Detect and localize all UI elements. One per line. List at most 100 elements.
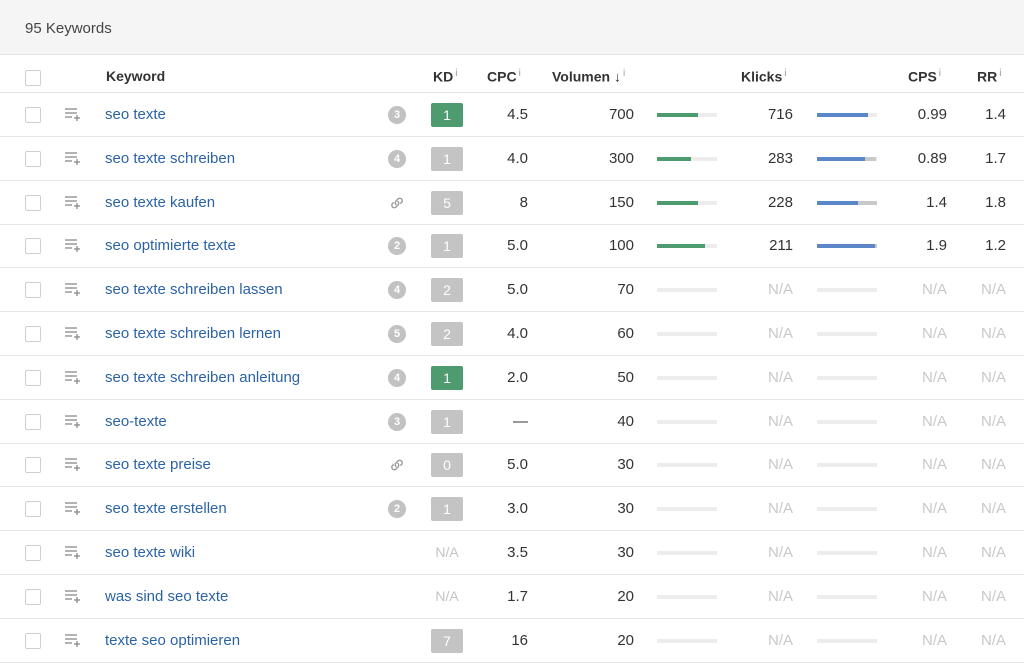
info-icon[interactable]: i (999, 68, 1002, 79)
cps-value: N/A (921, 325, 947, 342)
rr-value: N/A (980, 325, 1006, 342)
column-rr[interactable]: RR i (977, 68, 1002, 85)
clicks-bar-paid (865, 156, 876, 161)
add-to-list-icon[interactable] (64, 107, 82, 121)
serp-features-badge[interactable]: 2 (388, 237, 406, 256)
rr-value: N/A (980, 500, 1006, 518)
kd-badge: 2 (431, 322, 463, 346)
row-checkbox[interactable] (25, 545, 41, 561)
column-volume[interactable]: Volumen ↓ i (552, 68, 626, 85)
volume-bar (657, 332, 717, 336)
select-all-checkbox[interactable] (25, 70, 41, 86)
keyword-link[interactable]: texte seo optimieren (105, 631, 241, 649)
row-checkbox[interactable] (25, 413, 41, 430)
rr-value: N/A (980, 631, 1006, 649)
row-checkbox[interactable] (25, 457, 41, 474)
cpc-value: 1.7 (507, 587, 528, 605)
kd-value: N/A (435, 587, 459, 604)
clicks-value: N/A (767, 587, 793, 605)
info-icon[interactable]: i (455, 68, 458, 79)
keyword-link[interactable]: seo texte schreiben anleitung (105, 368, 301, 386)
volume-bar (657, 375, 717, 380)
add-to-list-icon[interactable] (64, 326, 82, 340)
clicks-bar (817, 594, 877, 599)
add-to-list-icon[interactable] (64, 282, 82, 297)
table-row: texte seo optimieren 7 16 20 N/A N/A N/A (0, 619, 1024, 663)
serp-features-badge[interactable]: 2 (388, 500, 406, 519)
keyword-link[interactable]: seo texte kaufen (105, 193, 216, 211)
row-checkbox[interactable] (25, 150, 41, 167)
info-icon[interactable]: i (622, 68, 626, 79)
cpc-value: 2.0 (507, 368, 528, 386)
keyword-link[interactable]: seo texte wiki (105, 544, 196, 561)
column-cps[interactable]: CPS i (908, 68, 942, 85)
link-icon[interactable] (389, 457, 405, 473)
cpc-value: 8 (519, 193, 528, 211)
kd-badge: 1 (431, 409, 463, 434)
add-to-list-icon[interactable] (64, 238, 82, 253)
kd-value: N/A (435, 544, 459, 560)
serp-features-badge[interactable]: 4 (388, 281, 406, 300)
row-checkbox[interactable] (25, 632, 41, 649)
add-to-list-icon[interactable] (64, 195, 82, 209)
keyword-link[interactable]: seo texte erstellen (105, 500, 227, 518)
keyword-link[interactable]: seo texte preise (105, 456, 211, 474)
column-clicks[interactable]: Klicks i (741, 68, 787, 85)
volume-value: 70 (617, 281, 634, 299)
add-to-list-icon[interactable] (64, 414, 82, 428)
volume-value: 50 (617, 368, 634, 386)
serp-features-badge[interactable]: 3 (388, 106, 406, 124)
serp-features-badge[interactable]: 4 (388, 368, 406, 387)
row-checkbox[interactable] (25, 588, 41, 605)
cpc-value: 5.0 (507, 281, 528, 299)
row-checkbox[interactable] (25, 501, 41, 518)
clicks-bar (817, 156, 877, 161)
row-checkbox[interactable] (25, 282, 41, 299)
cpc-value: 5.0 (507, 237, 528, 255)
cps-value: N/A (921, 281, 947, 299)
kd-badge: 1 (431, 146, 463, 171)
info-icon[interactable]: i (518, 68, 521, 79)
add-to-list-icon[interactable] (64, 633, 82, 647)
rr-value: N/A (980, 368, 1006, 386)
keyword-link[interactable]: seo texte schreiben (105, 149, 236, 167)
row-checkbox[interactable] (25, 326, 41, 342)
serp-features-badge[interactable]: 3 (388, 412, 406, 431)
volume-bar (657, 638, 717, 643)
kd-badge: 2 (431, 278, 463, 303)
add-to-list-icon[interactable] (64, 151, 82, 165)
clicks-bar (817, 244, 877, 249)
keyword-link[interactable]: was sind seo texte (105, 587, 229, 605)
column-kd[interactable]: KD i (433, 68, 458, 85)
info-icon[interactable]: i (938, 68, 942, 79)
info-icon[interactable]: i (784, 68, 787, 79)
link-icon[interactable] (389, 195, 405, 211)
cps-value: 0.89 (917, 149, 947, 167)
cps-value: N/A (921, 631, 947, 649)
serp-features-badge[interactable]: 5 (388, 325, 406, 343)
kd-badge: 0 (431, 453, 463, 478)
clicks-bar (817, 113, 877, 117)
row-checkbox[interactable] (25, 107, 41, 123)
clicks-bar (817, 419, 877, 424)
row-checkbox[interactable] (25, 238, 41, 255)
keyword-link[interactable]: seo texte schreiben lernen (105, 325, 281, 342)
column-keyword[interactable]: Keyword (106, 68, 166, 84)
add-to-list-icon[interactable] (64, 370, 82, 384)
keyword-link[interactable]: seo texte schreiben lassen (105, 281, 283, 299)
table-row: seo texte schreiben 4 1 4.0 300 283 0.89 1.7 (0, 137, 1024, 181)
volume-value: 60 (617, 325, 634, 342)
column-cpc[interactable]: CPC i (487, 68, 521, 85)
keyword-link[interactable]: seo-texte (105, 412, 167, 430)
add-to-list-icon[interactable] (64, 501, 82, 516)
serp-features-badge[interactable]: 4 (388, 149, 406, 168)
keyword-link[interactable]: seo optimierte texte (105, 237, 236, 255)
row-checkbox[interactable] (25, 369, 41, 386)
sort-desc-icon: ↓ (613, 68, 621, 85)
add-to-list-icon[interactable] (64, 545, 82, 559)
keyword-link[interactable]: seo texte (105, 106, 166, 123)
clicks-bar-fill (817, 244, 876, 249)
row-checkbox[interactable] (25, 194, 41, 211)
add-to-list-icon[interactable] (64, 457, 82, 472)
add-to-list-icon[interactable] (64, 589, 82, 603)
